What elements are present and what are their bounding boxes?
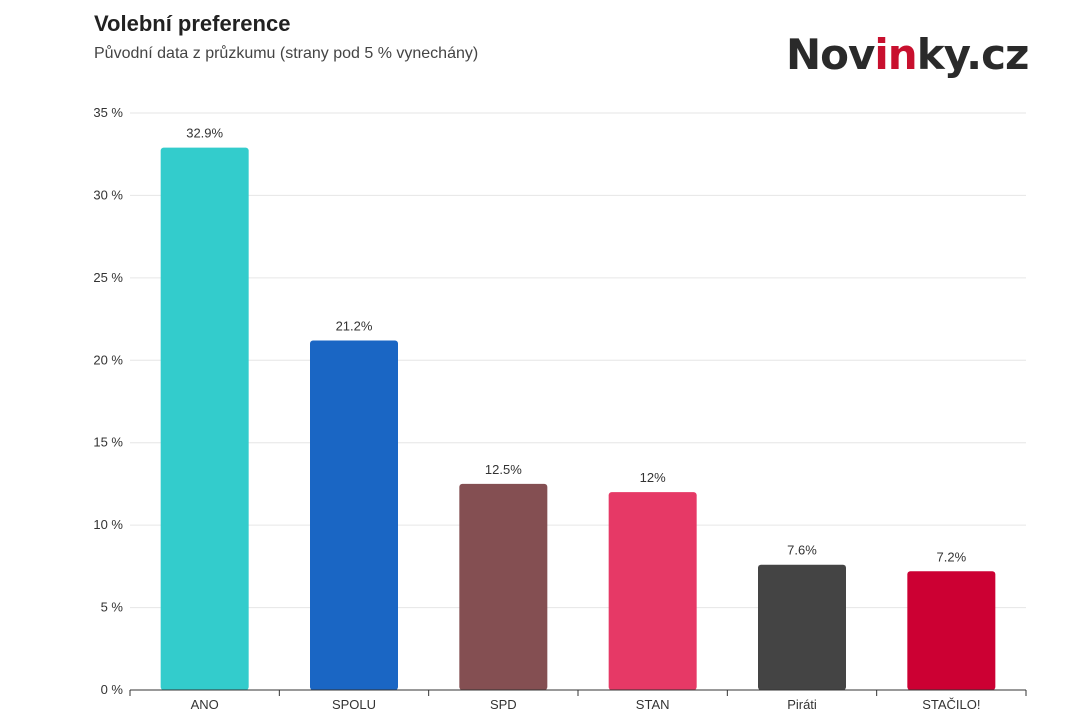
y-tick-label: 30 % [93, 187, 123, 202]
y-tick-label: 20 % [93, 352, 123, 367]
x-tick-label: Piráti [787, 697, 817, 712]
data-label: 32.9% [186, 126, 223, 141]
x-axis [129, 689, 1027, 696]
logo-text-accent: in [874, 30, 917, 79]
data-label: 7.6% [787, 543, 817, 558]
bar [608, 492, 697, 690]
x-tick-label: STAN [636, 697, 670, 712]
y-tick-label: 0 % [101, 682, 124, 697]
logo-text-start: Nov [786, 30, 875, 79]
bar [758, 564, 846, 690]
y-tick-label: 15 % [93, 435, 123, 450]
x-tick-label: SPD [490, 697, 517, 712]
y-axis-ticks: 0 % 5 % 10 % 15 % 20 % 25 % 30 % 35 % [93, 105, 123, 697]
x-tick-label: STAČILO! [922, 697, 980, 712]
y-tick-label: 35 % [93, 105, 123, 120]
novinky-logo: Novinky.cz [786, 30, 1030, 79]
bar [907, 571, 996, 690]
bar [459, 483, 548, 690]
chart-subtitle: Původní data z průzkumu (strany pod 5 % … [94, 45, 479, 62]
bar [310, 340, 398, 690]
y-tick-label: 5 % [101, 600, 124, 615]
gridlines [130, 112, 1026, 609]
bar [160, 147, 249, 690]
data-label: 12% [640, 470, 666, 485]
x-axis-ticks: ANO SPOLU SPD STAN Piráti STAČILO! [191, 697, 981, 712]
x-tick-label: SPOLU [332, 697, 376, 712]
logo-text-end: ky.cz [916, 30, 1030, 79]
data-label: 7.2% [937, 549, 967, 564]
data-labels: 32.9% 21.2% 12.5% 12% 7.6% 7.2% [186, 126, 966, 565]
bars [160, 147, 996, 690]
data-label: 12.5% [485, 462, 522, 477]
chart-title: Volební preference [94, 11, 291, 36]
data-label: 21.2% [336, 319, 373, 334]
y-tick-label: 25 % [93, 270, 123, 285]
x-tick-label: ANO [191, 697, 219, 712]
y-tick-label: 10 % [93, 517, 123, 532]
